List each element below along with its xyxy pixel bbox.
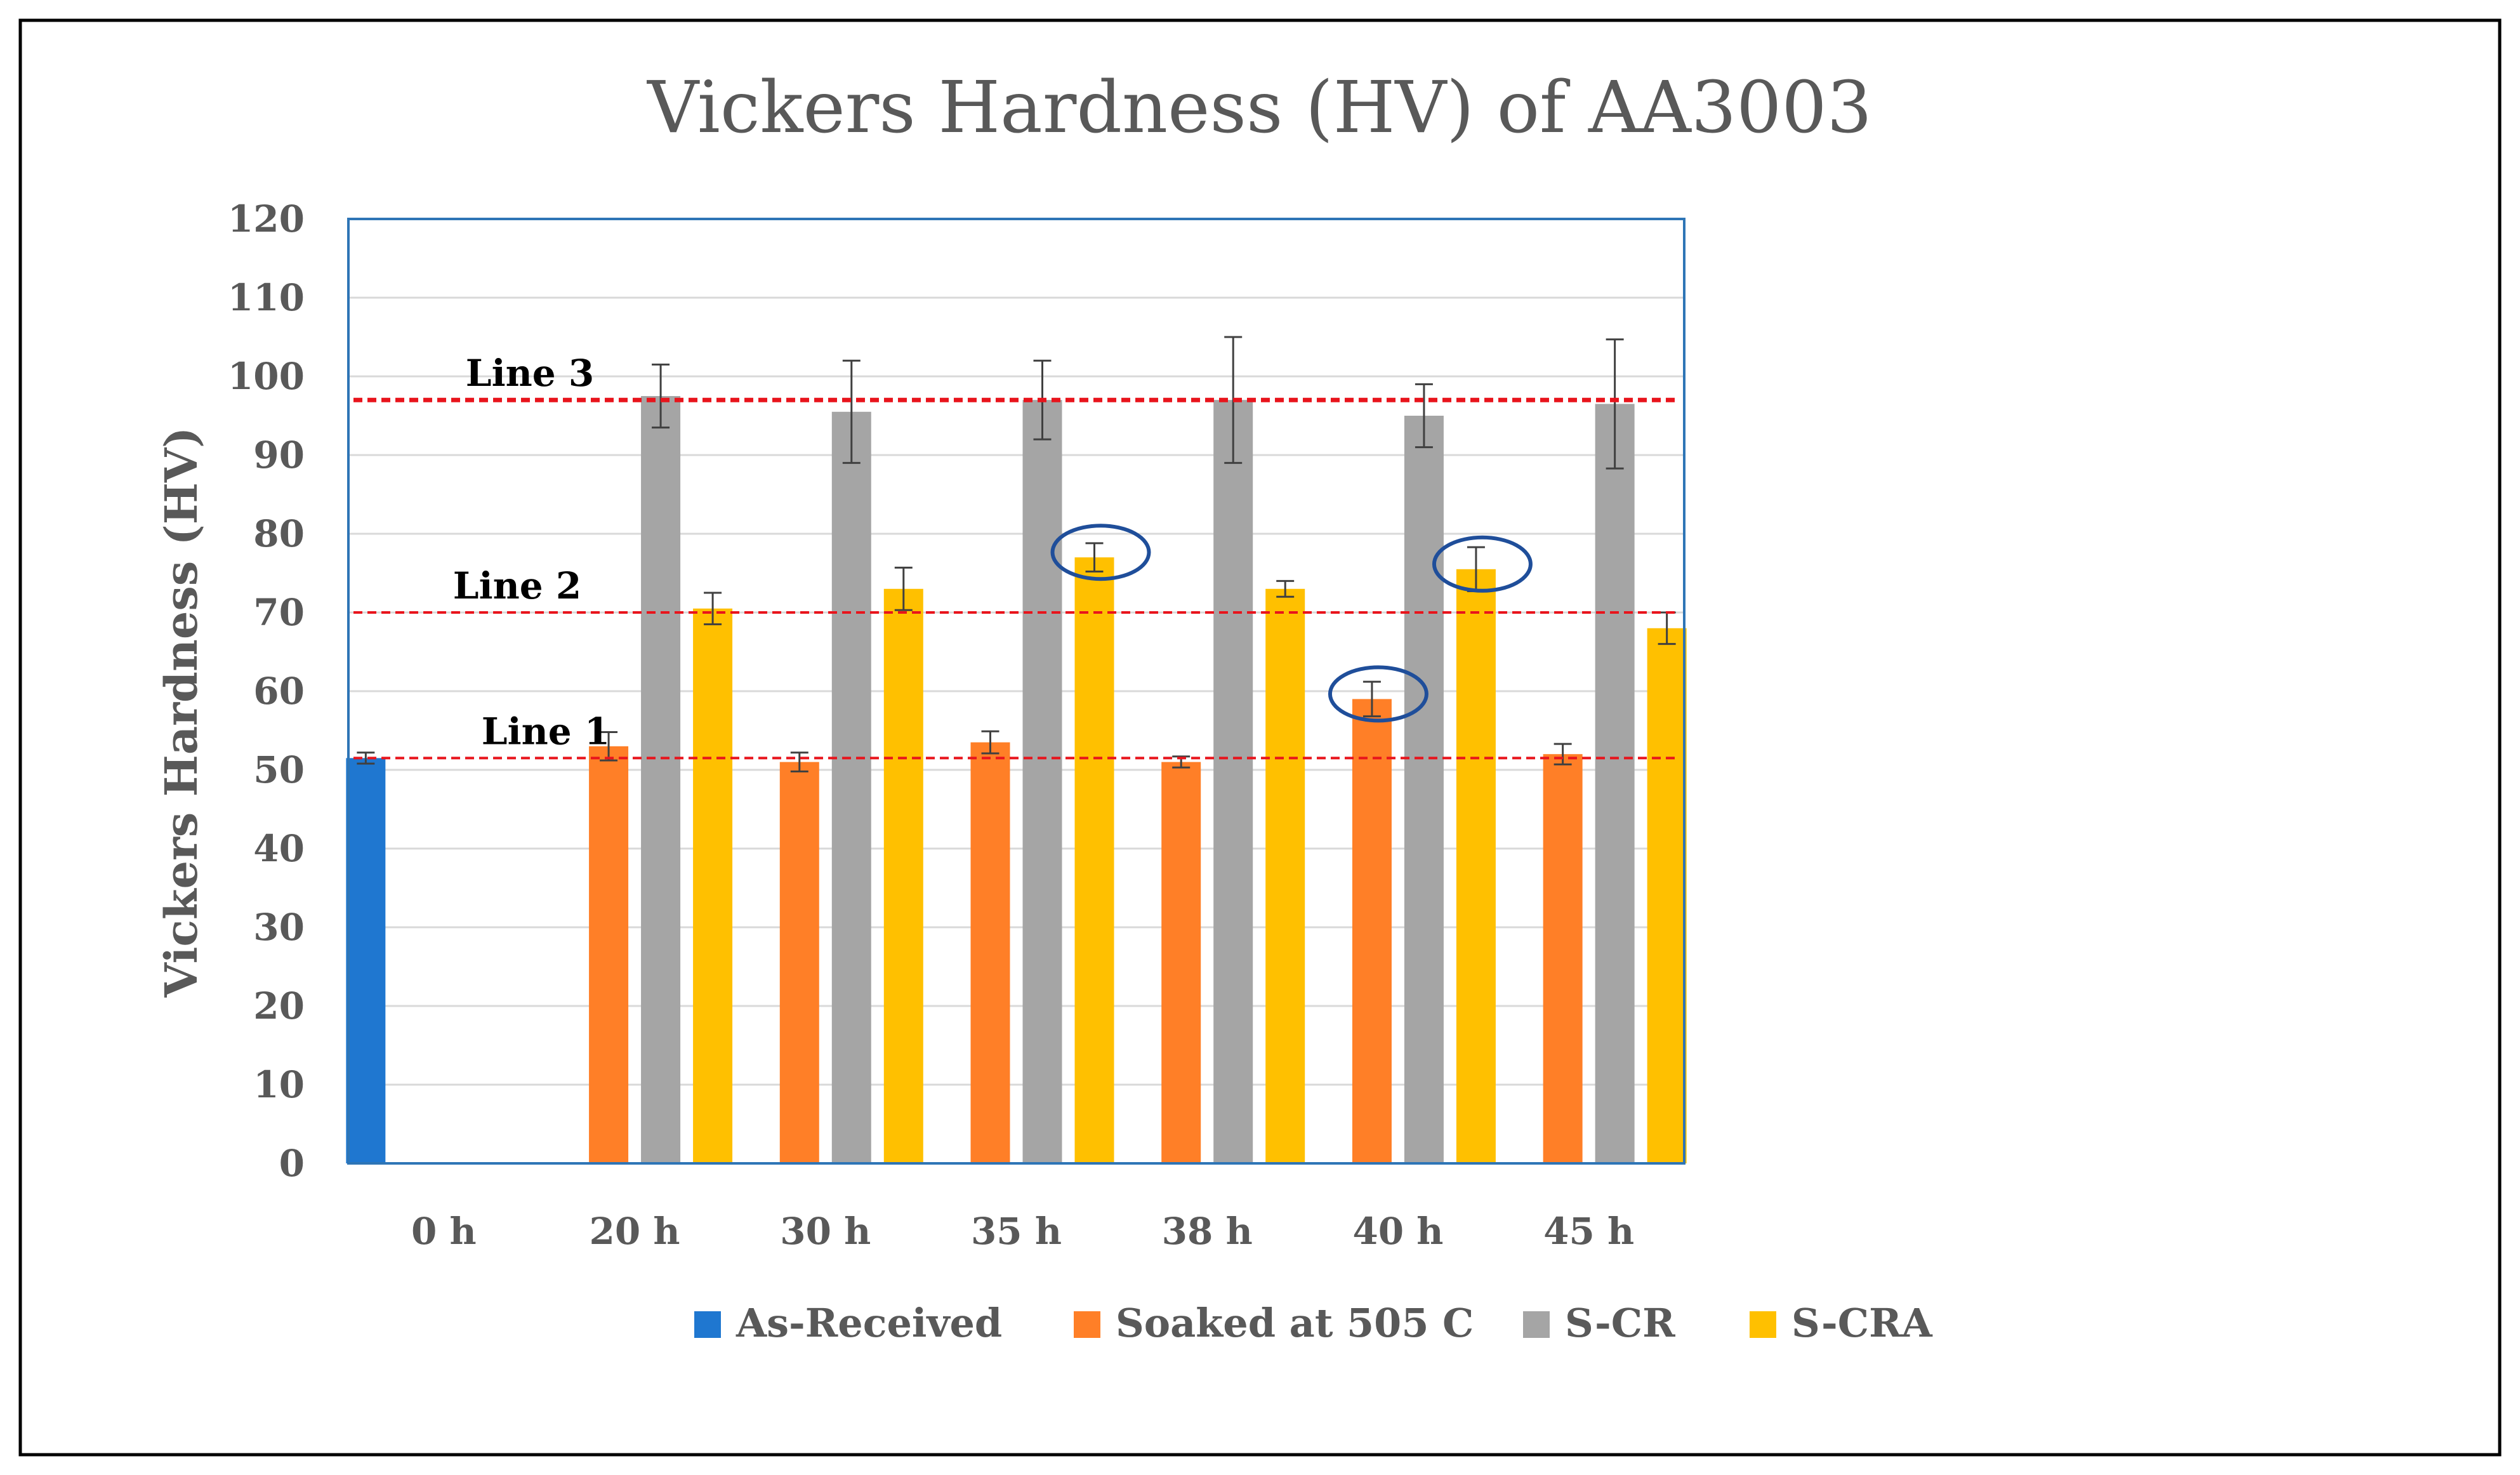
bar-s-cra-20h — [693, 608, 733, 1163]
bar-s-cra-35h — [1074, 557, 1114, 1163]
error-bars — [357, 336, 1676, 772]
highlight-ellipse — [1328, 665, 1428, 723]
y-tick-label: 50 — [253, 748, 305, 791]
bar-soaked-at-505-c-38h — [1161, 762, 1201, 1163]
reference-line-label: Line 3 — [466, 352, 594, 395]
y-tick-label: 60 — [253, 670, 305, 713]
bar-as-received-0h — [346, 758, 386, 1163]
bar-s-cra-40h — [1456, 569, 1496, 1163]
y-tick-label: 80 — [253, 512, 305, 555]
legend-swatch — [1523, 1311, 1550, 1338]
highlight-ellipses — [1050, 524, 1533, 723]
x-tick-label: 40 h — [1352, 1210, 1443, 1253]
highlight-ellipse — [1050, 524, 1151, 581]
plot-area-border — [347, 218, 1685, 1165]
x-tick-label: 35 h — [971, 1210, 1062, 1253]
bar-soaked-at-505-c-40h — [1352, 699, 1392, 1163]
y-axis-label: Vickers Hardness (HV) — [155, 427, 208, 998]
y-tick-label: 90 — [253, 433, 305, 477]
legend-label: As-Received — [736, 1300, 1002, 1346]
y-tick-label: 70 — [253, 591, 305, 634]
bar-s-cra-45h — [1647, 628, 1687, 1163]
outer-frame — [18, 18, 2502, 1457]
legend-label: S-CRA — [1791, 1300, 1933, 1346]
bar-s-cr-40h — [1404, 416, 1444, 1163]
bar-s-cr-45h — [1595, 404, 1635, 1163]
reference-line-label: Line 1 — [482, 710, 610, 753]
y-tick-label: 0 — [279, 1142, 305, 1185]
x-tick-label: 0 h — [411, 1210, 477, 1253]
bar-soaked-at-505-c-20h — [589, 746, 629, 1163]
y-tick-label: 120 — [228, 197, 305, 241]
x-tick-label: 45 h — [1543, 1210, 1634, 1253]
x-tick-label: 20 h — [590, 1210, 680, 1253]
legend-swatch — [1750, 1311, 1776, 1338]
reference-line-label: Line 2 — [453, 564, 581, 607]
bar-s-cr-35h — [1022, 400, 1062, 1164]
highlight-ellipse — [1432, 535, 1533, 593]
x-tick-label: 38 h — [1162, 1210, 1253, 1253]
legend-swatch — [1074, 1311, 1100, 1338]
y-tick-label: 40 — [253, 827, 305, 870]
bar-s-cra-38h — [1265, 588, 1305, 1163]
y-tick-label: 30 — [253, 906, 305, 949]
bars — [346, 396, 1687, 1164]
x-tick-label: 30 h — [780, 1210, 871, 1253]
chart-title: Vickers Hardness (HV) of AA3003 — [646, 67, 1872, 149]
bar-soaked-at-505-c-35h — [970, 742, 1010, 1163]
legend-swatch — [694, 1311, 721, 1338]
y-tick-label: 100 — [228, 355, 305, 398]
legend-label: Soaked at 505 C — [1116, 1300, 1474, 1346]
y-tick-label: 10 — [253, 1063, 305, 1106]
y-tick-label: 20 — [253, 984, 305, 1028]
bar-s-cr-30h — [831, 411, 871, 1163]
bar-soaked-at-505-c-30h — [779, 762, 819, 1163]
legend-label: S-CR — [1565, 1300, 1675, 1346]
legend: As-Received Soaked at 505 C S-CR S-CRA — [694, 1300, 1933, 1346]
x-axis-ticks: 0 h 20 h 30 h 35 h 38 h 40 h 45 h — [411, 1210, 1634, 1253]
bar-soaked-at-505-c-45h — [1543, 754, 1583, 1163]
y-tick-label: 110 — [228, 276, 305, 319]
reference-lines: Line 1 Line 2 Line 3 — [353, 352, 1679, 760]
y-axis-ticks: 0 10 20 30 40 50 60 70 80 90 100 110 120 — [228, 197, 305, 1185]
bar-s-cra-30h — [883, 588, 923, 1163]
bar-s-cr-20h — [641, 396, 681, 1163]
bar-s-cr-38h — [1213, 400, 1253, 1164]
